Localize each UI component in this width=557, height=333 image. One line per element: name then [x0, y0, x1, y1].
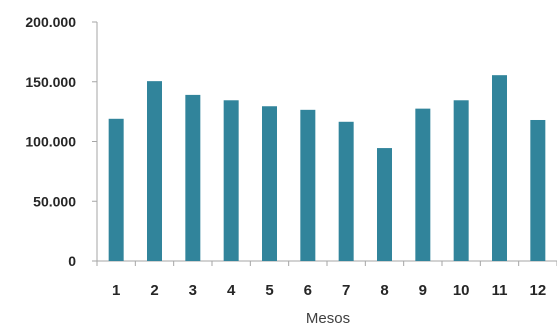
- bars: [108, 75, 546, 262]
- bar-8: [377, 148, 392, 261]
- y-axis: 0 50.000 100.000 150.000 200.000: [25, 14, 98, 269]
- bar-6: [300, 109, 316, 262]
- x-tick-label: 9: [419, 282, 427, 299]
- x-axis: 1 2 3 4 5 6 7 8 9 10 11 12: [96, 260, 557, 299]
- bar-11: [492, 75, 507, 262]
- x-tick-label: 11: [492, 282, 508, 299]
- bar-9: [415, 108, 431, 261]
- y-tick-label: 200.000: [25, 14, 76, 30]
- x-tick-label: 5: [265, 282, 273, 299]
- x-tick-label: 10: [453, 282, 470, 299]
- x-axis-title: Mesos: [306, 310, 350, 327]
- y-tick-label: 0: [68, 253, 76, 269]
- bar-2: [147, 81, 162, 261]
- x-tick-label: 1: [112, 282, 120, 299]
- bar-5: [262, 106, 277, 261]
- y-tick-label: 50.000: [33, 193, 76, 209]
- bar-10: [453, 100, 469, 262]
- x-tick-label: 4: [227, 282, 236, 299]
- x-tick-label: 6: [304, 282, 312, 299]
- x-tick-label: 12: [529, 282, 546, 299]
- x-tick-label: 2: [150, 282, 158, 299]
- bar-1: [108, 118, 124, 261]
- bar-7: [338, 121, 354, 261]
- bar-3: [185, 94, 201, 262]
- x-tick-label: 8: [380, 282, 388, 299]
- x-tick-label: 7: [342, 282, 350, 299]
- y-tick-label: 100.000: [25, 134, 76, 150]
- x-tick-label: 3: [189, 282, 197, 299]
- bar-4: [223, 100, 239, 262]
- bar-12: [530, 119, 546, 262]
- y-tick-label: 150.000: [25, 74, 76, 90]
